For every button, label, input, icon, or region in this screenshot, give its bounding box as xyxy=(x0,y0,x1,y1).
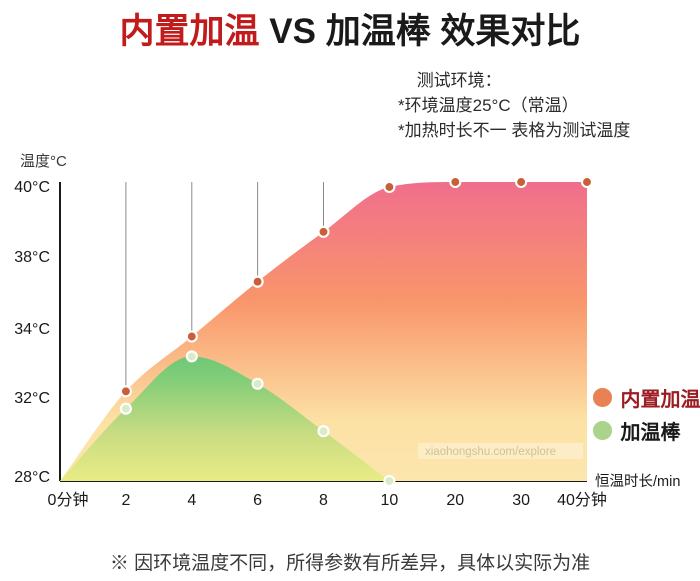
svg-text:4: 4 xyxy=(187,492,196,509)
svg-text:34°C: 34°C xyxy=(14,321,50,338)
svg-text:6: 6 xyxy=(253,492,262,509)
svg-text:28°C: 28°C xyxy=(14,469,50,486)
svg-text:30: 30 xyxy=(512,492,530,509)
svg-text:0分钟: 0分钟 xyxy=(48,491,89,509)
svg-text:10: 10 xyxy=(381,492,399,509)
svg-text:32°C: 32°C xyxy=(14,390,50,407)
svg-text:20: 20 xyxy=(446,492,464,509)
svg-text:8: 8 xyxy=(319,492,328,509)
svg-text:38°C: 38°C xyxy=(14,249,50,266)
svg-text:xiaohongshu.com/explore: xiaohongshu.com/explore xyxy=(425,446,556,458)
svg-text:2: 2 xyxy=(121,492,130,509)
svg-text:40°C: 40°C xyxy=(14,179,50,196)
svg-text:40分钟: 40分钟 xyxy=(557,491,607,509)
svg-text:恒温时长/min: 恒温时长/min xyxy=(595,473,680,490)
